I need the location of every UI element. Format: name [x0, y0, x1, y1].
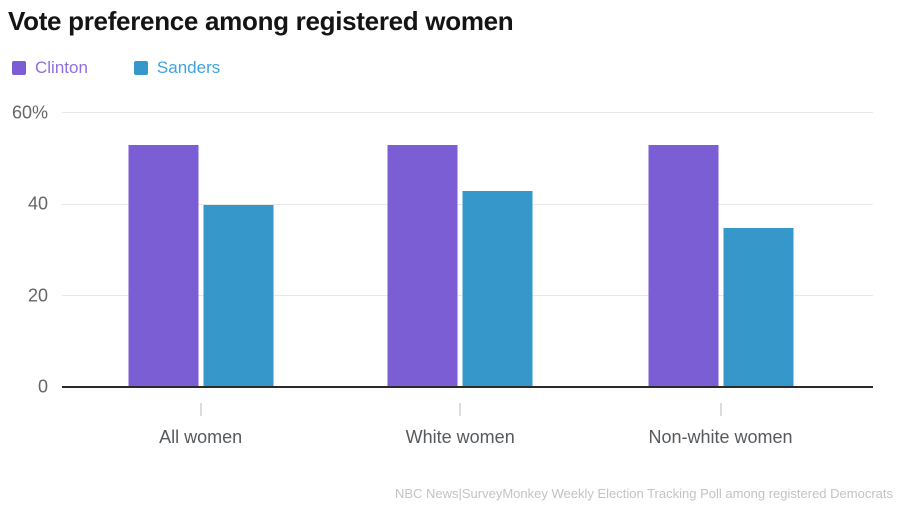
y-axis-label-60: 60% — [11, 102, 48, 122]
plot-area: 0 20 40 60% — [12, 102, 873, 397]
x-axis-label-white-women: White women — [405, 427, 515, 447]
bar-sanders-non-white-women — [723, 227, 794, 388]
legend-label-clinton: Clinton — [35, 58, 88, 77]
bar-sanders-all-women — [203, 204, 274, 388]
y-axis-label-40: 40 — [27, 193, 48, 214]
x-tick-all-women — [199, 403, 202, 416]
x-tick-white-women — [459, 403, 462, 416]
legend: Clinton Sanders — [12, 58, 220, 78]
legend-swatch-sanders — [133, 61, 148, 75]
y-axis-label-0: 0 — [37, 376, 48, 397]
gridline-60: 60% — [12, 102, 873, 122]
bar-clinton-all-women — [128, 145, 199, 388]
legend-swatch-clinton — [12, 61, 26, 75]
legend-item-sanders: Sanders — [133, 58, 221, 78]
gridline-0: 0 — [38, 377, 873, 397]
bar-clinton-non-white-women — [648, 145, 719, 388]
chart-title: Vote preference among registered women — [8, 6, 514, 36]
y-axis-label-20: 20 — [27, 285, 48, 306]
x-axis-label-all-women: All women — [159, 427, 243, 447]
bar-group-all-women — [128, 113, 274, 388]
legend-label-sanders: Sanders — [156, 58, 221, 77]
bar-group-non-white-women — [648, 113, 794, 388]
x-tick-non-white-women — [719, 403, 722, 416]
bar-group-white-women — [387, 113, 533, 388]
x-axis-label-non-white-women: Non-white women — [648, 427, 793, 447]
x-axis: All women White women Non-white women — [62, 400, 873, 460]
legend-item-clinton: Clinton — [12, 58, 88, 78]
source-note: NBC News|SurveyMonkey Weekly Election Tr… — [394, 486, 893, 501]
bar-sanders-white-women — [462, 190, 533, 388]
bar-clinton-white-women — [387, 145, 458, 388]
